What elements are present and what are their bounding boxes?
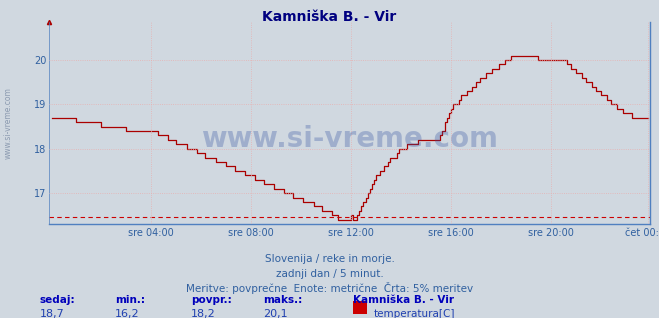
- Text: www.si-vreme.com: www.si-vreme.com: [3, 87, 13, 159]
- Text: min.:: min.:: [115, 295, 146, 305]
- Text: temperatura[C]: temperatura[C]: [374, 309, 455, 318]
- Text: Meritve: povprečne  Enote: metrične  Črta: 5% meritev: Meritve: povprečne Enote: metrične Črta:…: [186, 282, 473, 294]
- Text: povpr.:: povpr.:: [191, 295, 232, 305]
- Text: www.si-vreme.com: www.si-vreme.com: [202, 125, 498, 153]
- Text: zadnji dan / 5 minut.: zadnji dan / 5 minut.: [275, 269, 384, 279]
- Text: Kamniška B. - Vir: Kamniška B. - Vir: [353, 295, 453, 305]
- Text: 18,7: 18,7: [40, 309, 65, 318]
- Text: sedaj:: sedaj:: [40, 295, 75, 305]
- Text: Kamniška B. - Vir: Kamniška B. - Vir: [262, 10, 397, 24]
- Text: maks.:: maks.:: [264, 295, 303, 305]
- Text: Slovenija / reke in morje.: Slovenija / reke in morje.: [264, 254, 395, 264]
- Text: 16,2: 16,2: [115, 309, 140, 318]
- Text: 18,2: 18,2: [191, 309, 216, 318]
- Text: 20,1: 20,1: [264, 309, 288, 318]
